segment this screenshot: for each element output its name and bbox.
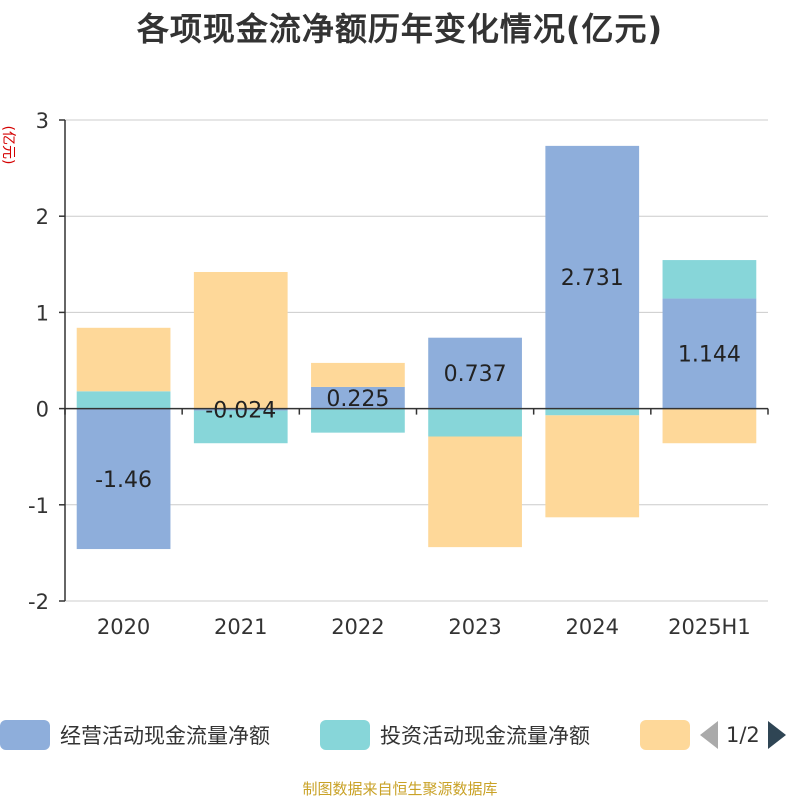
bar-1-2020	[76, 408, 171, 550]
y-tick-label: 2	[36, 205, 49, 229]
data-label: 0.225	[326, 387, 389, 412]
bar-1-2021	[193, 408, 288, 411]
legend-swatch-financing	[640, 720, 690, 750]
y-tick-label: -1	[28, 494, 49, 518]
data-label: 1.144	[678, 343, 741, 368]
source-footer: 制图数据来自恒生聚源数据库	[302, 780, 498, 798]
bar-3-2023	[428, 436, 522, 548]
y-tick-label: 3	[36, 109, 49, 133]
legend-item-investing[interactable]: 投资活动现金流量净额	[320, 718, 590, 752]
legend-swatch-operating	[0, 720, 50, 750]
data-label: -1.46	[95, 468, 152, 493]
x-tick-label: 2023	[448, 615, 501, 639]
data-label: -0.024	[205, 399, 276, 424]
bar-2-2025H1	[662, 260, 757, 299]
legend-item-operating[interactable]: 经营活动现金流量净额	[0, 718, 270, 752]
bar-2-2021	[193, 410, 288, 444]
y-axis-label: (亿元)	[0, 126, 16, 165]
bar-1-2024	[545, 145, 640, 409]
bar-2-2023	[428, 408, 522, 437]
legend-label-operating: 经营活动现金流量净额	[60, 724, 270, 748]
y-tick-label: 0	[36, 398, 49, 422]
bar-2-2020	[76, 391, 171, 409]
legend-swatch-investing	[320, 720, 370, 750]
legend-pager: 1/2	[700, 718, 786, 752]
y-tick-label: -2	[28, 590, 49, 614]
x-tick-label: 2021	[214, 615, 267, 639]
bar-1-2022	[311, 386, 405, 409]
data-label: 0.737	[444, 362, 507, 387]
bar-3-2021	[193, 271, 288, 409]
pager-next-icon[interactable]	[767, 721, 786, 749]
bar-3-2025H1	[662, 408, 757, 444]
bar-2-2024	[545, 408, 640, 416]
x-tick-label: 2025H1	[668, 615, 751, 639]
bar-2-2022	[311, 408, 405, 433]
bar-1-2023	[428, 337, 522, 409]
bar-3-2020	[76, 327, 171, 392]
x-tick-label: 2024	[566, 615, 619, 639]
x-tick-label: 2022	[331, 615, 384, 639]
bar-3-2022	[311, 362, 405, 387]
legend-item-financing[interactable]	[640, 718, 700, 752]
x-tick-label: 2020	[97, 615, 150, 639]
legend-label-investing: 投资活动现金流量净额	[380, 724, 590, 748]
y-tick-label: 1	[36, 301, 49, 325]
pager-indicator: 1/2	[726, 723, 760, 747]
chart-title: 各项现金流净额历年变化情况(亿元)	[136, 10, 664, 48]
bar-3-2024	[545, 415, 640, 518]
bar-1-2025H1	[662, 298, 757, 409]
pager-prev-icon[interactable]	[700, 721, 718, 749]
data-label: 2.731	[561, 266, 624, 291]
